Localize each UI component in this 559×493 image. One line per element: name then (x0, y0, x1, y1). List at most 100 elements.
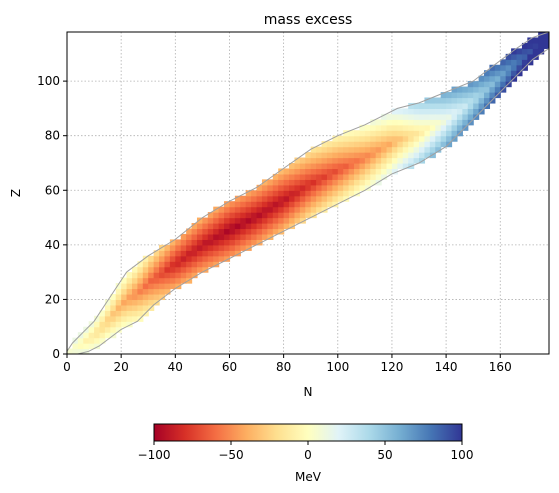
heatmap-cell (326, 195, 333, 202)
heatmap-cell (110, 304, 117, 311)
heatmap-cell (202, 255, 209, 262)
heatmap-cell (289, 168, 296, 175)
heatmap-cell (207, 244, 214, 251)
heatmap-cell (169, 266, 176, 273)
heatmap-cell (299, 184, 306, 191)
heatmap-cell (364, 135, 371, 142)
heatmap-cell (429, 119, 436, 126)
heatmap-cell (462, 92, 469, 99)
heatmap-cell (240, 239, 247, 246)
heatmap-cell (310, 212, 317, 219)
heatmap-cell (402, 157, 409, 164)
heatmap-cell (413, 141, 420, 148)
heatmap-cell (142, 283, 149, 290)
heatmap-cell (299, 217, 306, 224)
colorbar (153, 423, 463, 442)
heatmap-cell (397, 135, 404, 142)
heatmap-cell (440, 130, 447, 137)
heatmap-cell (175, 283, 182, 290)
heatmap-cell (408, 102, 415, 110)
heatmap-cell (359, 141, 366, 148)
heatmap-cell (332, 157, 339, 164)
heatmap-cell (272, 223, 279, 230)
heatmap-cell (164, 255, 171, 262)
heatmap-cell (294, 168, 301, 175)
heatmap-cell (131, 266, 139, 273)
heatmap-cell (278, 190, 285, 197)
heatmap-cell (321, 157, 328, 164)
heatmap-cell (131, 315, 139, 322)
heatmap-cell (256, 217, 263, 224)
heatmap-cell (343, 190, 350, 197)
heatmap-cell (142, 272, 149, 279)
heatmap-cell (424, 141, 431, 148)
heatmap-cell (343, 152, 350, 159)
heatmap-cell (321, 195, 328, 202)
heatmap-cell (505, 53, 512, 60)
heatmap-cell (446, 108, 453, 115)
heatmap-cell (278, 179, 285, 186)
heatmap-cell (218, 244, 225, 251)
heatmap-cell (137, 266, 144, 273)
heatmap-cell (137, 272, 144, 279)
heatmap-cell (375, 141, 382, 148)
heatmap-cell (386, 152, 393, 159)
heatmap-cell (473, 97, 480, 104)
y-tick-label: 40 (45, 238, 60, 252)
x-tick-label: 120 (380, 360, 403, 374)
heatmap-cell (343, 179, 350, 186)
heatmap-cell (148, 283, 155, 290)
heatmap-cells (67, 32, 549, 354)
heatmap-cell (164, 277, 171, 284)
heatmap-cell (413, 124, 420, 131)
heatmap-cell (72, 348, 79, 354)
heatmap-cell (256, 239, 263, 246)
heatmap-cell (137, 283, 144, 290)
heatmap-cell (153, 272, 160, 279)
heatmap-cell (94, 321, 101, 328)
heatmap-cell (386, 141, 393, 148)
heatmap-cell (305, 173, 312, 180)
heatmap-cell (191, 250, 198, 257)
heatmap-cell (489, 92, 496, 99)
heatmap-cell (348, 146, 355, 153)
heatmap-cell (370, 141, 377, 148)
colorbar-tick-label: 0 (304, 448, 312, 462)
heatmap-cell (148, 288, 155, 295)
heatmap-cell (229, 217, 236, 224)
heatmap-cell (207, 239, 214, 246)
heatmap-cell (186, 239, 193, 246)
heatmap-cell (316, 157, 323, 164)
heatmap-cell (94, 326, 101, 333)
heatmap-cell (391, 146, 398, 153)
x-tick-label: 100 (326, 360, 349, 374)
heatmap-cell (137, 304, 144, 311)
heatmap-cell (429, 135, 436, 142)
heatmap-cell (110, 326, 117, 333)
heatmap-cell (343, 184, 350, 191)
heatmap-cell (121, 277, 128, 284)
heatmap-cell (310, 184, 317, 191)
heatmap-cell (251, 195, 258, 202)
heatmap-cell (370, 162, 377, 170)
heatmap-cell (391, 119, 398, 126)
heatmap-cell (397, 113, 404, 120)
heatmap-cell (316, 152, 323, 159)
heatmap-cell (381, 135, 388, 142)
heatmap-cell (354, 141, 361, 148)
heatmap-cell (391, 113, 398, 120)
heatmap-cell (391, 141, 398, 148)
heatmap-cell (218, 217, 225, 224)
heatmap-cell (456, 113, 463, 120)
heatmap-cell (408, 146, 415, 153)
heatmap-cell (294, 190, 301, 197)
heatmap-cell (267, 195, 274, 202)
heatmap-cell (299, 179, 306, 186)
heatmap-cell (386, 124, 393, 131)
heatmap-cell (332, 146, 339, 153)
heatmap-cell (451, 130, 458, 137)
heatmap-cell (386, 157, 393, 164)
heatmap-cell (424, 130, 431, 137)
heatmap-cell (148, 293, 155, 301)
heatmap-cell (202, 217, 209, 224)
